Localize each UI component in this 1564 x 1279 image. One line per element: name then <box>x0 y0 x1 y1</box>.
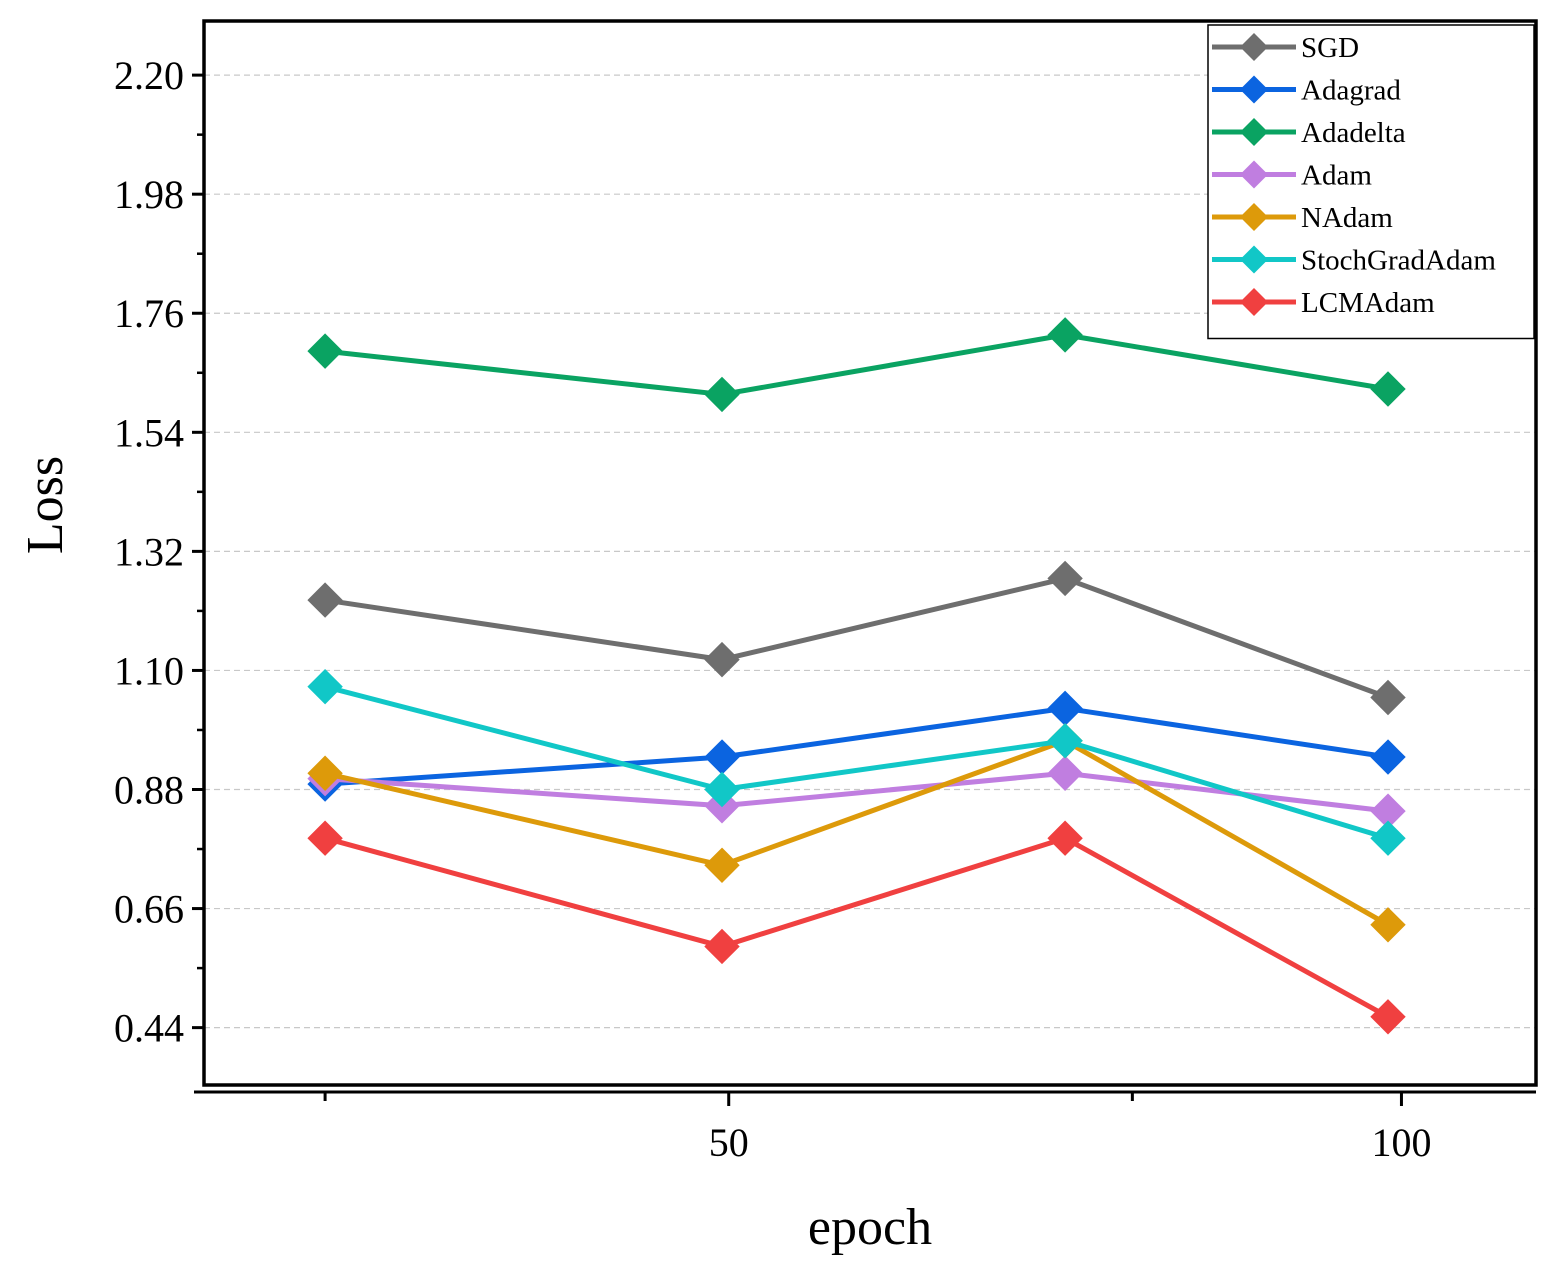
series-line-stochgradadam <box>324 684 1389 841</box>
data-point-nadam-0 <box>307 755 343 791</box>
y-tick-label-8: 2.20 <box>114 53 184 98</box>
plot-frame <box>202 19 1538 1087</box>
data-point-adadelta-3 <box>1370 371 1406 407</box>
series-line-nadam <box>324 738 1390 927</box>
data-point-stochgradadam-0 <box>307 668 343 705</box>
y-axis-title: Loss <box>17 456 74 554</box>
legend-marker-nadam <box>1240 203 1268 231</box>
legend-item-sgd: SGD <box>1212 32 1359 64</box>
series-line-adadelta <box>324 332 1389 397</box>
series-line-adagrad <box>324 705 1389 787</box>
legend: SGD Adagrad Adadelta Adam NAdam StochGradAdam… <box>1207 24 1535 340</box>
y-tick-label-6: 1.76 <box>114 291 184 336</box>
data-point-lcmadam-3 <box>1370 999 1406 1035</box>
legend-marker-adam <box>1240 160 1268 189</box>
data-point-adam-2 <box>1047 755 1083 791</box>
x-tick-label-3: 100 <box>1371 1120 1431 1165</box>
data-point-nadam-3 <box>1370 907 1406 943</box>
legend-label-sgd: SGD <box>1301 32 1359 64</box>
axes-layer: 0.44 0.66 0.88 1.10 1.32 1.54 1.76 1.98 2.20 50 10… <box>114 19 1538 1165</box>
legend-label-adagrad: Adagrad <box>1301 75 1401 107</box>
data-point-adadelta-0 <box>307 333 343 369</box>
legend-item-adagrad: Adagrad <box>1212 75 1401 107</box>
legend-item-adadelta: Adadelta <box>1212 117 1406 149</box>
series-stochgradadam <box>307 668 1406 856</box>
data-point-stochgradadam-2 <box>1047 723 1083 759</box>
legend-item-nadam: NAdam <box>1212 202 1393 234</box>
y-tick-label-3: 1.10 <box>114 648 184 693</box>
data-point-lcmadam-1 <box>704 928 740 965</box>
legend-label-stochgradadam: StochGradAdam <box>1301 245 1496 277</box>
legend-label-adam: Adam <box>1301 160 1372 192</box>
legend-label-lcmadam: LCMAdam <box>1301 287 1435 319</box>
data-point-stochgradadam-3 <box>1370 820 1406 856</box>
data-point-sgd-3 <box>1370 679 1406 716</box>
series-line-sgd <box>324 575 1389 700</box>
legend-marker-adadelta <box>1240 118 1268 146</box>
y-tick-label-2: 0.88 <box>114 768 184 813</box>
legend-marker-lcmadam <box>1240 288 1268 316</box>
data-point-adagrad-1 <box>704 739 740 775</box>
data-point-adadelta-2 <box>1047 317 1083 353</box>
data-point-lcmadam-0 <box>307 820 343 856</box>
y-tick-label-7: 1.98 <box>114 172 184 217</box>
data-point-stochgradadam-1 <box>704 771 740 808</box>
y-tick-label-5: 1.54 <box>114 410 184 455</box>
data-point-sgd-0 <box>307 582 343 618</box>
legend-marker-sgd <box>1240 33 1268 61</box>
series-sgd <box>307 560 1406 716</box>
series-lcmadam <box>307 820 1406 1035</box>
x-axis-title: epoch <box>808 1199 932 1256</box>
legend-marker-adagrad <box>1240 75 1268 104</box>
x-tick-label-1: 50 <box>709 1120 749 1165</box>
y-tick-label-4: 1.32 <box>114 529 184 574</box>
data-point-sgd-1 <box>704 641 740 678</box>
grid-layer <box>204 74 1536 1029</box>
legend-label-nadam: NAdam <box>1301 202 1393 234</box>
data-point-nadam-1 <box>704 847 740 883</box>
data-point-lcmadam-2 <box>1047 820 1083 856</box>
series-line-adam <box>324 770 1389 814</box>
y-tick-label-1: 0.66 <box>114 887 184 932</box>
legend-marker-stochgradadam <box>1240 245 1268 274</box>
data-point-sgd-2 <box>1047 560 1083 597</box>
legend-label-adadelta: Adadelta <box>1301 117 1406 149</box>
y-tick-label-0: 0.44 <box>114 1006 184 1051</box>
legend-item-lcmadam: LCMAdam <box>1212 287 1435 319</box>
data-point-adagrad-2 <box>1047 690 1083 727</box>
legend-item-adam: Adam <box>1212 160 1372 192</box>
legend-box <box>1207 24 1535 340</box>
data-point-adagrad-3 <box>1370 739 1406 775</box>
series-adadelta <box>307 317 1406 413</box>
series-line-lcmadam <box>324 835 1390 1019</box>
series-layer <box>307 317 1406 1035</box>
data-point-adadelta-1 <box>704 376 740 413</box>
legend-item-stochgradadam: StochGradAdam <box>1212 245 1496 277</box>
series-adagrad <box>307 690 1406 802</box>
